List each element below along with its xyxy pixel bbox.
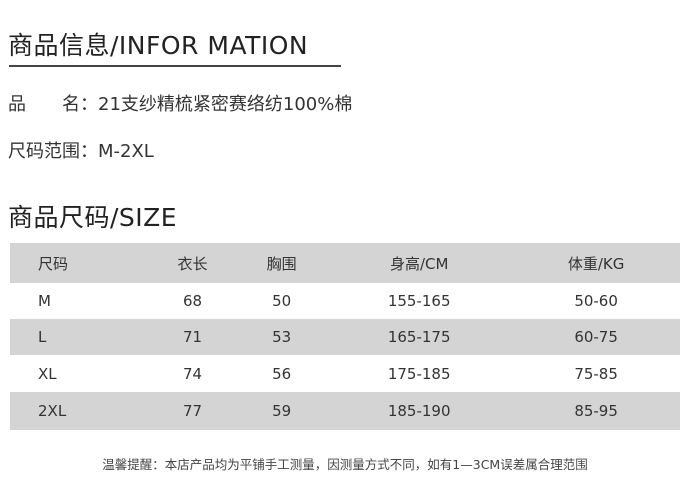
heading-divider	[9, 65, 341, 67]
size-heading: 商品尺码/SIZE	[8, 203, 178, 232]
cell: 74	[182, 364, 203, 383]
table-row: M 68 50 155-165 50-60	[10, 283, 680, 319]
cell: 2XL	[38, 402, 67, 420]
header-cell: 体重/KG	[567, 254, 625, 273]
cell: 75-85	[574, 364, 618, 383]
table-row: L 71 53 165-175 60-75	[10, 319, 680, 355]
size-range-label: 尺码范围：	[8, 141, 98, 162]
size-table: 尺码 衣长 胸围 身高/CM 体重/KG M 68 50 155-165 50-60 L…	[10, 243, 680, 430]
cell: 185-190	[387, 402, 451, 420]
cell: L	[38, 328, 47, 346]
table-row: XL 74 56 175-185 75-85	[10, 355, 680, 392]
cell: 53	[272, 328, 292, 346]
cell: 71	[182, 328, 203, 346]
cell: 155-165	[387, 292, 451, 310]
cell: XL	[38, 364, 57, 383]
cell: 68	[182, 292, 203, 310]
header-cell: 胸围	[266, 254, 297, 273]
cell: 175-185	[387, 364, 451, 383]
header-cell: 尺码	[38, 254, 69, 273]
cell: 56	[272, 364, 292, 383]
product-name-label: 品 名：	[8, 94, 98, 115]
info-heading: 商品信息/INFOR MATION	[8, 31, 309, 60]
cell: 85-95	[574, 402, 618, 420]
cell: 60-75	[574, 328, 618, 346]
cell: 165-175	[387, 328, 451, 346]
table-row: 2XL 77 59 185-190 85-95	[10, 392, 680, 430]
size-range-row: 尺码范围：M-2XL	[8, 137, 154, 163]
header-cell: 身高/CM	[389, 254, 449, 273]
header-cell: 衣长	[177, 254, 208, 273]
product-name: 21支纱精梳紧密赛络纺100%棉	[98, 94, 353, 115]
cell: 50	[272, 292, 292, 310]
measurement-note: 温馨提醒：本店产品均为平铺手工测量，因测量方式不同，如有1—3CM误差属合理范围	[102, 457, 588, 472]
cell: 50-60	[574, 292, 618, 310]
size-range: M-2XL	[98, 141, 154, 162]
cell: 77	[182, 402, 203, 420]
product-name-row: 品 名：21支纱精梳紧密赛络纺100%棉	[8, 90, 352, 116]
table-header-row: 尺码 衣长 胸围 身高/CM 体重/KG	[10, 243, 680, 283]
cell: 59	[272, 402, 292, 420]
cell: M	[38, 292, 51, 310]
